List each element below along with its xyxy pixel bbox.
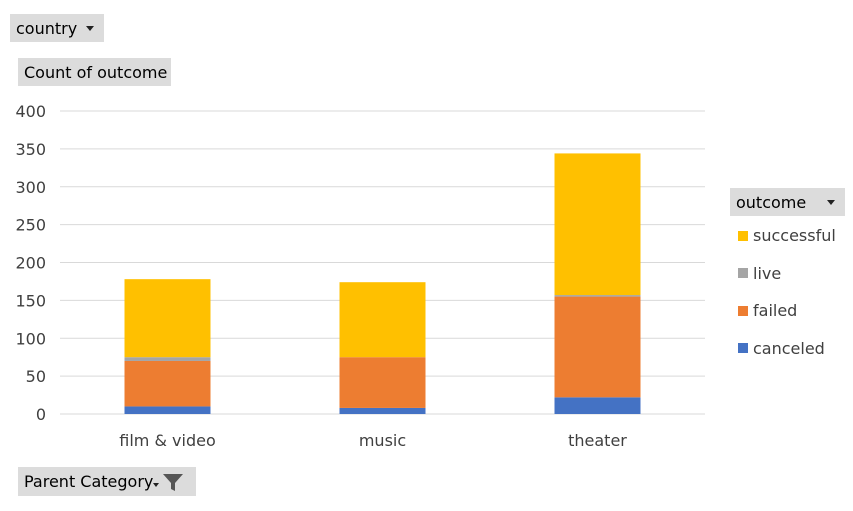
- x-tick-label: music: [359, 431, 406, 450]
- legend-label: failed: [753, 301, 798, 320]
- legend-swatch: [738, 343, 748, 353]
- bar-segment-canceled[interactable]: [554, 397, 641, 414]
- bar-segment-failed[interactable]: [554, 296, 641, 398]
- y-tick-label: 250: [15, 216, 46, 235]
- bar-segment-canceled[interactable]: [124, 406, 211, 414]
- legend-item-failed: failed: [738, 301, 797, 320]
- legend-label: live: [753, 263, 782, 283]
- y-tick-label: 200: [15, 254, 46, 273]
- y-tick-label: 350: [15, 140, 46, 159]
- bar-segment-canceled[interactable]: [339, 407, 426, 414]
- bar-segment-live[interactable]: [124, 357, 211, 361]
- bar-segment-live[interactable]: [554, 295, 641, 297]
- filter-icon: [163, 474, 183, 491]
- legend-item-live: live: [738, 264, 781, 283]
- legend-label: canceled: [753, 338, 825, 358]
- bar-segment-failed[interactable]: [124, 360, 211, 407]
- y-tick-label: 0: [36, 405, 46, 424]
- bar-segment-failed[interactable]: [339, 357, 426, 408]
- y-tick-label: 100: [15, 329, 46, 348]
- legend-item-canceled: canceled: [738, 339, 825, 358]
- y-tick-label: 150: [15, 291, 46, 310]
- chevron-down-icon: [86, 26, 94, 31]
- outcome-filter-label: outcome: [736, 192, 807, 212]
- parent-category-label: Parent Category: [24, 472, 154, 491]
- country-filter-button[interactable]: country: [10, 14, 104, 42]
- parent-category-filter-button[interactable]: Parent Category: [18, 467, 196, 496]
- country-filter-label: country: [16, 18, 78, 38]
- y-tick-label: 400: [15, 102, 46, 121]
- legend-swatch: [738, 230, 748, 241]
- bar-segment-successful[interactable]: [124, 279, 211, 358]
- chevron-down-icon: [153, 483, 159, 487]
- y-tick-label: 50: [26, 367, 46, 386]
- x-tick-label: theater: [568, 431, 627, 450]
- bar-segment-successful[interactable]: [339, 282, 426, 358]
- legend-item-successful: successful: [738, 226, 836, 245]
- chevron-down-icon: [827, 200, 835, 205]
- y-tick-label: 300: [15, 178, 46, 197]
- x-tick-label: film & video: [119, 431, 215, 450]
- legend-swatch: [738, 268, 748, 278]
- bar-segment-successful[interactable]: [554, 153, 641, 296]
- value-field-label: Count of outcome: [18, 58, 171, 86]
- outcome-filter-button[interactable]: outcome: [730, 188, 845, 216]
- legend-swatch: [738, 305, 748, 316]
- value-field-text: Count of outcome: [24, 62, 168, 82]
- legend-label: successful: [753, 226, 836, 245]
